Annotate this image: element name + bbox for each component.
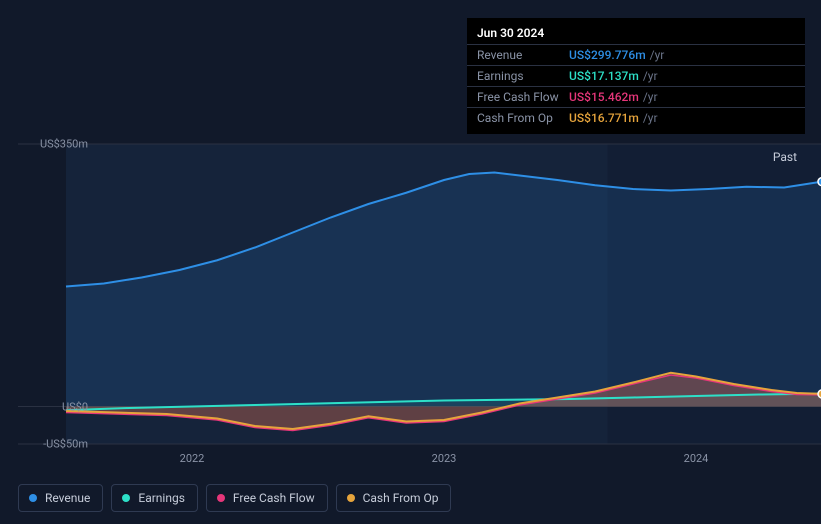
legend: Revenue Earnings Free Cash Flow Cash From O…	[18, 484, 451, 512]
legend-item[interactable]: Revenue	[18, 484, 103, 512]
legend-item[interactable]: Free Cash Flow	[206, 484, 328, 512]
chart-svg	[18, 0, 821, 474]
legend-dot-icon	[217, 494, 225, 502]
legend-dot-icon	[29, 494, 37, 502]
x-axis-label: 2022	[180, 452, 205, 465]
legend-item[interactable]: Cash From Op	[336, 484, 452, 512]
legend-label: Revenue	[45, 491, 90, 505]
past-label: Past	[773, 150, 797, 164]
legend-dot-icon	[347, 494, 355, 502]
y-axis-label: US$0	[62, 400, 88, 413]
legend-dot-icon	[122, 494, 130, 502]
legend-item[interactable]: Earnings	[111, 484, 198, 512]
legend-label: Cash From Op	[363, 491, 439, 505]
x-axis-label: 2023	[432, 452, 457, 465]
chart: Past US$350m US$0 -US$50m 2022 2023 2024	[18, 0, 803, 474]
y-axis-label: -US$50m	[43, 438, 88, 451]
y-axis-label: US$350m	[40, 138, 88, 151]
legend-label: Free Cash Flow	[233, 491, 315, 505]
legend-label: Earnings	[138, 491, 185, 505]
x-axis-label: 2024	[684, 452, 709, 465]
